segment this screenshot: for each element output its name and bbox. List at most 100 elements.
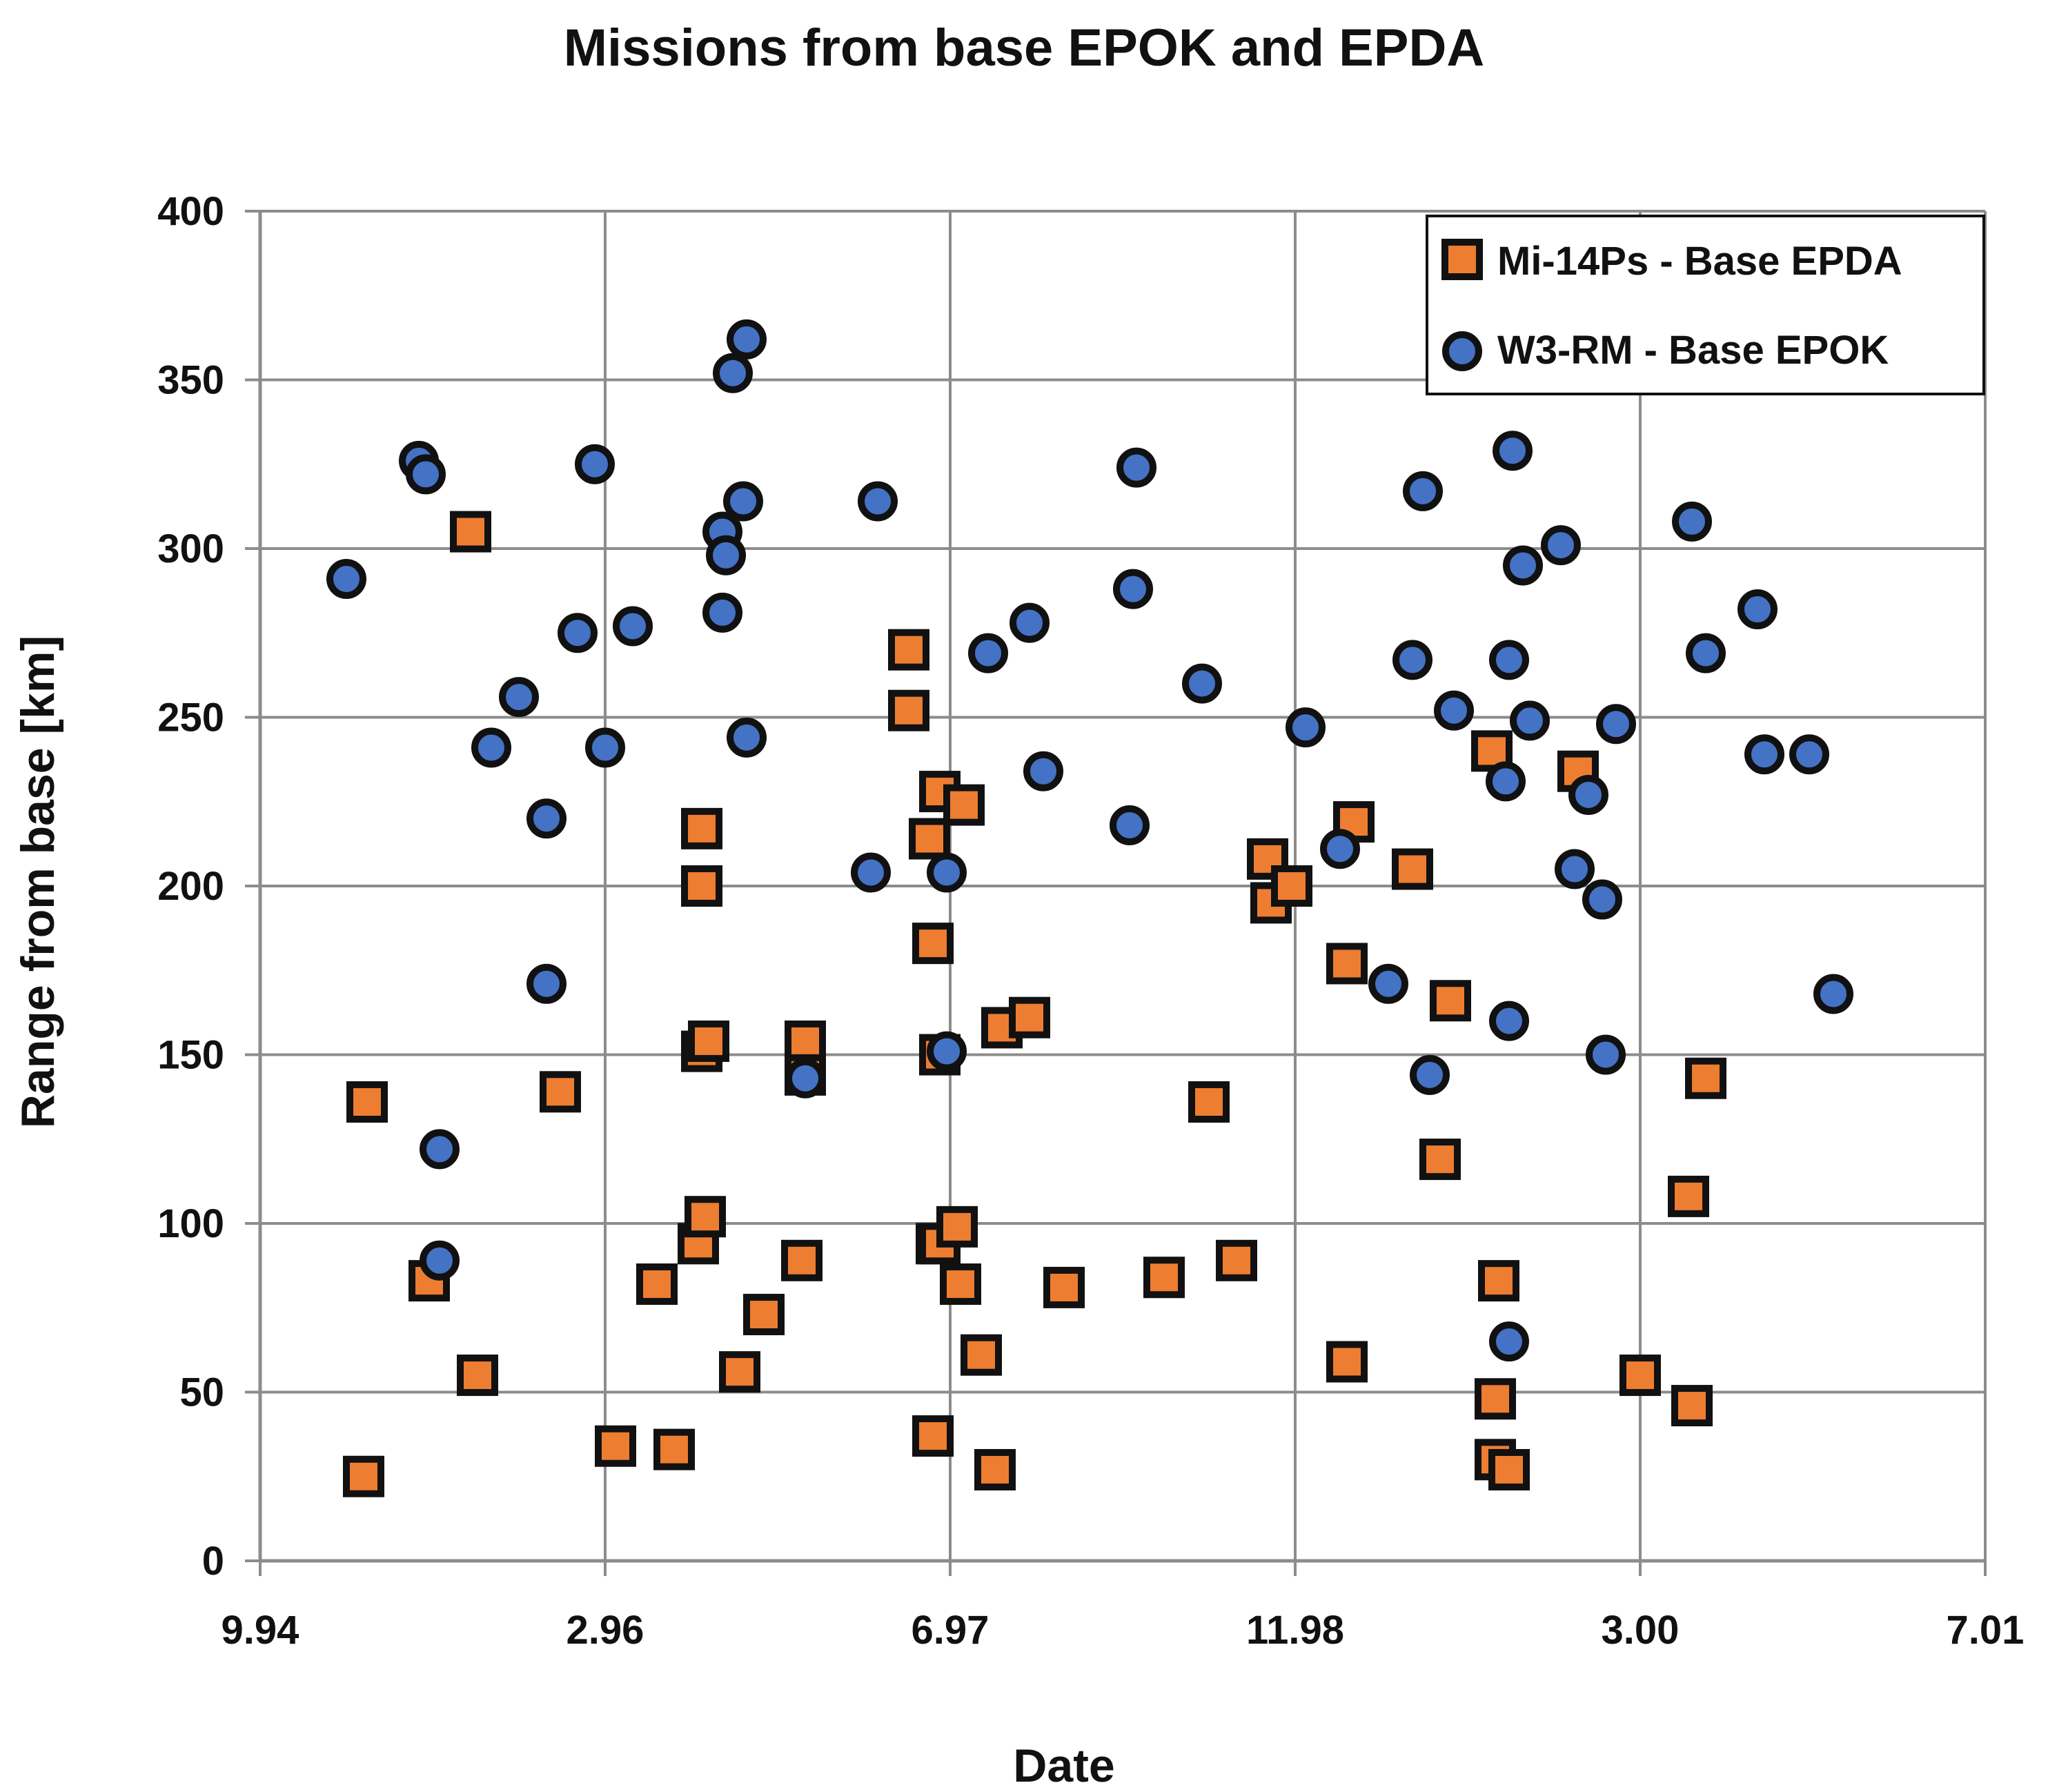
circle-marker: [1686, 633, 1726, 673]
circle-marker: [1744, 734, 1784, 775]
square-marker: [961, 1334, 1002, 1376]
square-marker: [346, 1081, 388, 1123]
circle-marker: [558, 613, 598, 653]
square-marker: [1488, 1448, 1530, 1490]
y-tick-label: 50: [179, 1370, 224, 1415]
y-tick-label: 200: [157, 864, 224, 909]
tick-labels: 0 50 100 150 200 250 300 350 400 9.94 2.96 6.97 11.9…: [157, 189, 2024, 1653]
circle-marker: [706, 535, 746, 575]
y-tick-label: 300: [157, 526, 224, 571]
legend-circle-marker: [1442, 331, 1482, 371]
square-marker: [457, 1355, 498, 1397]
square-marker: [1188, 1081, 1230, 1123]
square-marker: [1271, 865, 1312, 907]
circle-marker: [727, 319, 767, 360]
square-marker: [1685, 1057, 1726, 1099]
circle-marker: [1672, 501, 1712, 542]
data-markers: [326, 319, 1853, 1497]
grid: [245, 210, 1987, 1576]
circle-marker: [406, 454, 446, 495]
circle-marker: [858, 481, 898, 522]
square-marker: [974, 1448, 1016, 1490]
circle-marker: [1789, 734, 1829, 775]
circle-marker: [1582, 879, 1622, 920]
square-marker: [1671, 1385, 1713, 1427]
square-marker: [1326, 943, 1368, 985]
circle-marker: [1503, 545, 1543, 586]
circle-marker: [927, 1031, 967, 1072]
square-marker: [1430, 980, 1471, 1022]
circle-marker: [613, 606, 653, 647]
square-marker: [719, 1351, 760, 1393]
circle-marker: [526, 963, 567, 1004]
circle-marker: [585, 727, 625, 768]
circle-marker: [1182, 663, 1222, 704]
square-marker: [1143, 1257, 1185, 1299]
circle-marker: [1568, 774, 1608, 815]
circle-marker: [1813, 974, 1853, 1014]
circle-marker: [1541, 525, 1581, 566]
square-marker: [743, 1294, 785, 1336]
circle-marker: [575, 444, 615, 484]
x-tick-label: 3.00: [1602, 1608, 1680, 1653]
y-tick-label: 100: [157, 1201, 224, 1246]
circle-marker: [1286, 707, 1326, 748]
square-marker: [1419, 1139, 1461, 1181]
legend-entry-w3rm: W3-RM - Base EPOK: [1497, 328, 1889, 373]
square-marker: [781, 1239, 823, 1281]
square-marker: [936, 1205, 978, 1248]
legend: Mi-14Ps - Base EPDA W3-RM - Base EPOK: [1426, 215, 1985, 395]
circle-marker: [1489, 1001, 1529, 1041]
circle-marker: [1555, 849, 1595, 889]
x-tick-label: 9.94: [221, 1608, 299, 1653]
circle-marker: [968, 633, 1008, 673]
x-tick-label: 6.97: [912, 1608, 989, 1653]
square-marker: [681, 807, 722, 849]
circle-marker: [1116, 447, 1156, 488]
circle-marker: [420, 1240, 460, 1281]
circle-marker: [927, 852, 967, 893]
circle-marker: [526, 798, 567, 839]
square-marker: [688, 1020, 729, 1062]
circle-marker: [1493, 431, 1533, 471]
chart-title: Missions from base EPOK and EPDA: [564, 19, 1485, 77]
circle-marker: [1737, 589, 1778, 630]
square-marker: [681, 865, 722, 907]
square-marker: [450, 511, 491, 553]
circle-marker: [1434, 690, 1474, 731]
legend-square-marker: [1441, 239, 1483, 280]
circle-marker: [713, 353, 753, 393]
square-marker: [1478, 1260, 1519, 1302]
circle-marker: [1586, 1034, 1626, 1075]
circle-marker: [1596, 704, 1636, 745]
circle-marker: [499, 677, 539, 718]
circle-marker: [1403, 471, 1443, 511]
y-tick-label: 350: [157, 358, 224, 403]
square-marker: [912, 923, 954, 965]
circle-marker: [1392, 640, 1432, 680]
square-marker: [636, 1263, 678, 1306]
square-marker: [940, 1263, 981, 1306]
x-tick-label: 7.01: [1947, 1608, 2025, 1653]
square-marker: [1009, 996, 1050, 1038]
y-tick-label: 400: [157, 189, 224, 234]
square-marker: [540, 1071, 581, 1113]
circle-marker: [1110, 805, 1150, 845]
circle-marker: [420, 1129, 460, 1170]
circle-marker: [1368, 963, 1408, 1004]
circle-marker: [1489, 1321, 1529, 1362]
legend-box: [1426, 215, 1985, 395]
y-tick-label: 150: [157, 1033, 224, 1078]
square-marker: [653, 1428, 695, 1470]
circle-marker: [727, 717, 767, 758]
square-marker: [1326, 1341, 1368, 1383]
circle-marker: [471, 727, 511, 768]
legend-entry-mi14ps: Mi-14Ps - Base EPDA: [1497, 239, 1902, 284]
square-marker: [909, 818, 950, 860]
square-marker: [1668, 1175, 1709, 1217]
square-marker: [595, 1425, 636, 1467]
circle-marker: [851, 852, 891, 893]
x-tick-label: 2.96: [567, 1608, 644, 1653]
square-marker: [1392, 848, 1433, 890]
circle-marker: [723, 481, 763, 522]
